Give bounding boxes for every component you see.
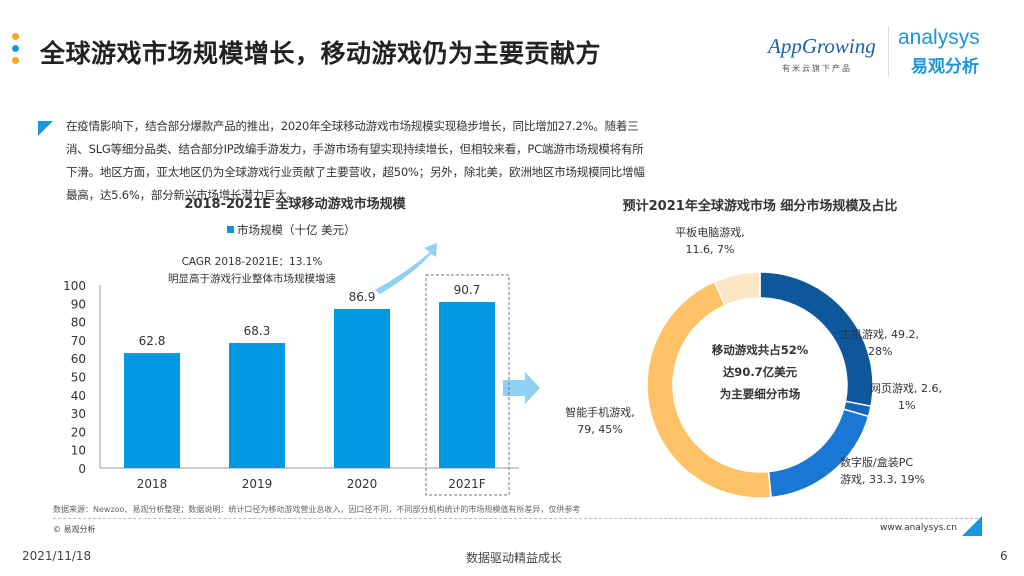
- data-label: 62.8: [139, 334, 166, 348]
- y-tick-label: 30: [71, 407, 86, 421]
- slice-label: 79, 45%: [577, 423, 622, 436]
- data-label: 68.3: [244, 324, 271, 338]
- x-tick-label: 2018: [137, 477, 168, 491]
- y-tick-label: 20: [71, 425, 86, 439]
- data-label: 86.9: [349, 290, 376, 304]
- slice-label: 11.6, 7%: [686, 243, 735, 256]
- title-dot: [12, 33, 19, 40]
- copyright: © 易观分析: [53, 525, 96, 534]
- page-number: 6: [1000, 549, 1008, 563]
- slice-label: 网页游戏, 2.6,: [870, 382, 942, 395]
- x-tick-label: 2021F: [448, 477, 486, 491]
- right-arrow-icon: [503, 372, 540, 404]
- highlight-box: [425, 274, 510, 496]
- donut-slice: [713, 271, 761, 307]
- center-text: 移动游戏共占52%: [712, 343, 809, 357]
- analysys-logo: analysys: [898, 26, 980, 49]
- appgrowing-logo-sub: 有米云旗下产品: [782, 64, 852, 73]
- logo-divider: [888, 26, 889, 76]
- y-tick-label: 90: [71, 297, 86, 311]
- slice-label: 1%: [898, 399, 915, 412]
- website-link[interactable]: www.analysys.cn: [880, 523, 957, 533]
- donut-slice: [646, 280, 772, 499]
- slice-label: 主机游戏, 49.2,: [840, 327, 919, 341]
- x-tick-label: 2019: [242, 477, 273, 491]
- appgrowing-logo: AppGrowing: [768, 34, 876, 58]
- center-text: 达90.7亿美元: [723, 365, 798, 379]
- summary-marker-icon: [38, 121, 53, 136]
- slice-label: 28%: [868, 345, 892, 358]
- y-tick-label: 60: [71, 352, 86, 366]
- chart-title: 预计2021年全球游戏市场 细分市场规模及占比: [623, 198, 898, 214]
- bar: [124, 353, 180, 468]
- x-tick-label: 2020: [347, 477, 378, 491]
- center-text: 为主要细分市场: [720, 387, 801, 401]
- bar: [229, 343, 285, 468]
- annotation: CAGR 2018-2021E：13.1%: [182, 256, 323, 268]
- y-tick-label: 80: [71, 316, 86, 330]
- footer-date: 2021/11/18: [22, 549, 92, 563]
- bar: [439, 302, 495, 468]
- y-tick-label: 40: [71, 389, 86, 403]
- corner-triangle-icon: [962, 516, 982, 536]
- y-tick-label: 50: [71, 371, 86, 385]
- y-tick-label: 0: [78, 462, 86, 476]
- bar: [334, 308, 390, 468]
- y-tick-label: 10: [71, 444, 86, 458]
- data-source: 数据来源：Newzoo、易观分析整理；数据说明：统计口径为移动游戏营业总收入，因…: [53, 505, 581, 514]
- footer-divider: [53, 518, 978, 519]
- slice-label: 平板电脑游戏,: [675, 225, 745, 239]
- analysys-logo-sub: 易观分析: [911, 57, 979, 77]
- summary-text: 在疫情影响下，结合部分爆款产品的推出，2020年全球移动游戏市场规模实现稳步增长…: [66, 119, 645, 202]
- y-tick-label: 70: [71, 334, 86, 348]
- slice-label: 智能手机游戏,: [565, 405, 635, 419]
- footer-slogan: 数据驱动精益成长: [466, 551, 563, 565]
- title-dot: [12, 45, 19, 52]
- chart-title: 2018-2021E 全球移动游戏市场规模: [184, 196, 406, 212]
- legend-swatch: [227, 226, 234, 233]
- title-dot: [12, 57, 19, 64]
- slice-label: 游戏, 33.3, 19%: [840, 473, 925, 486]
- page-title: 全球游戏市场规模增长，移动游戏仍为主要贡献方: [40, 39, 602, 68]
- slice-label: 数字版/盒装PC: [840, 455, 913, 469]
- data-label: 90.7: [454, 283, 481, 297]
- growth-arrow-icon: [375, 243, 437, 294]
- annotation: 明显高于游戏行业整体市场规模增速: [168, 272, 336, 285]
- legend-label: 市场规模（十亿 美元）: [237, 223, 356, 237]
- y-tick-label: 100: [63, 279, 86, 293]
